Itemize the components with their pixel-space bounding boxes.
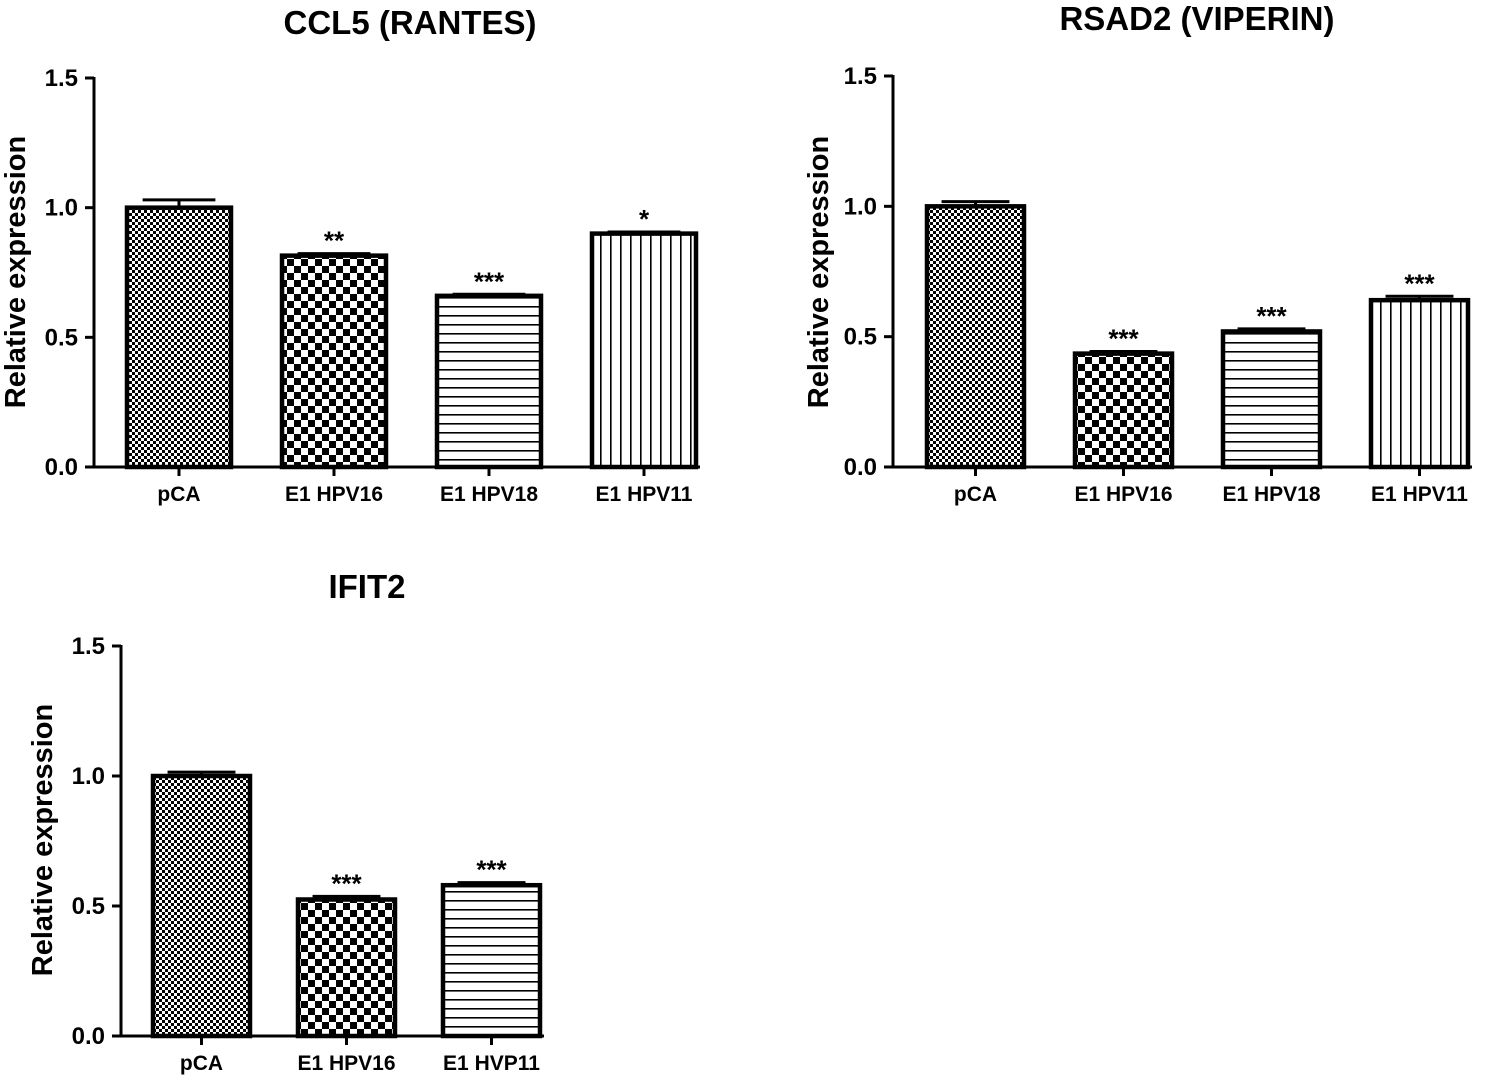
bar (440, 882, 543, 1039)
y-tick-label: 0.0 (72, 1023, 105, 1050)
y-tick-label: 1.5 (72, 633, 105, 660)
plot-area: 0.0 0.5 1.0 1.5 pCA E1 HPV16 *** E1 HPV18 *** E1 … (844, 63, 1472, 506)
y-axis-label: Relative expression (803, 136, 835, 408)
y-tick-label: 1.5 (45, 65, 78, 92)
chart-panel-ccl5: CCL5 (RANTES) Relative expression 0.0 0.5… (0, 4, 700, 506)
x-tick-label: E1 HPV11 (1371, 483, 1468, 506)
y-tick-label: 1.0 (72, 763, 105, 790)
y-tick-label: 0.0 (844, 454, 877, 481)
y-tick-label: 0.5 (45, 324, 78, 351)
significance-label: * (639, 204, 650, 234)
x-tick-label: pCA (180, 1052, 223, 1075)
bar (279, 253, 389, 470)
y-axis-label: Relative expression (27, 704, 59, 976)
chart-title: IFIT2 (328, 568, 405, 605)
bar (924, 204, 1027, 470)
bar (1220, 329, 1323, 470)
bar (434, 293, 544, 470)
x-tick-label: pCA (157, 483, 200, 506)
chart-title: CCL5 (RANTES) (284, 4, 537, 41)
x-tick-label: E1 HPV16 (297, 1052, 395, 1075)
x-tick-label: E1 HPV18 (440, 483, 538, 506)
plot-area: 0.0 0.5 1.0 1.5 pCA E1 HPV16 ** E1 HPV18 *** E1 H… (45, 65, 700, 506)
y-tick-label: 0.5 (72, 893, 105, 920)
y-tick-label: 1.0 (844, 193, 877, 220)
bar (1368, 297, 1471, 470)
x-tick-label: pCA (954, 483, 997, 506)
y-tick-label: 1.5 (844, 63, 877, 90)
chart-panel-ifit2: IFIT2 Relative expression 0.0 0.5 1.0 1.5 pC… (27, 568, 544, 1075)
bar (295, 897, 398, 1039)
significance-label: ** (324, 226, 345, 256)
chart-panel-rsad2: RSAD2 (VIPERIN) Relative expression 0.00… (803, 0, 1472, 506)
x-tick-label: E1 HPV16 (1074, 483, 1172, 506)
bar (1072, 351, 1175, 470)
bar (124, 205, 234, 470)
x-tick-label: E1 HVP11 (443, 1052, 540, 1075)
significance-label: *** (331, 868, 362, 898)
y-tick-label: 1.0 (45, 195, 78, 222)
plot-area: 0.0 0.5 1.0 1.5 pCA E1 HPV16 *** E1 HVP11 *** (72, 633, 544, 1075)
bar (589, 231, 699, 470)
significance-label: *** (474, 266, 505, 296)
y-tick-label: 0.5 (844, 324, 877, 351)
x-tick-label: E1 HPV16 (285, 483, 383, 506)
y-axis-label: Relative expression (0, 136, 32, 408)
significance-label: *** (1404, 268, 1435, 298)
chart-title: RSAD2 (VIPERIN) (1059, 0, 1334, 37)
x-tick-label: E1 HPV11 (596, 483, 693, 506)
y-tick-label: 0.0 (45, 454, 78, 481)
significance-label: *** (476, 855, 507, 885)
bar (150, 773, 253, 1039)
significance-label: *** (1256, 301, 1287, 331)
x-tick-label: E1 HPV18 (1222, 483, 1320, 506)
significance-label: *** (1108, 324, 1139, 354)
